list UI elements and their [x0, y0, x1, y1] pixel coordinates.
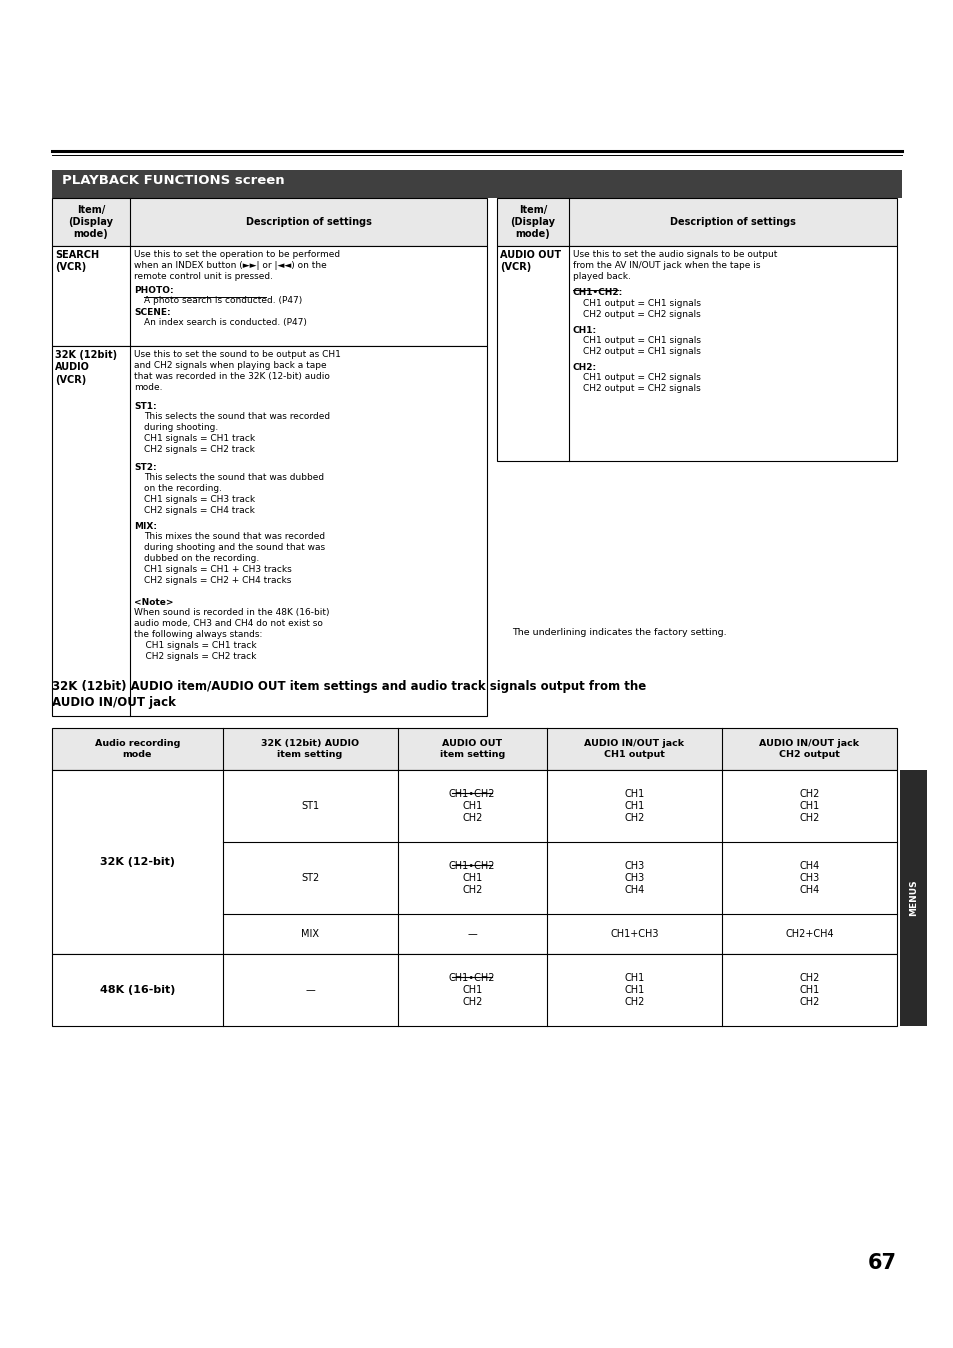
Text: AUDIO IN/OUT jack
CH1 output: AUDIO IN/OUT jack CH1 output: [583, 739, 683, 759]
Text: SEARCH
(VCR): SEARCH (VCR): [55, 249, 99, 272]
Text: 67: 67: [867, 1254, 896, 1273]
Text: CH2:: CH2:: [573, 363, 597, 372]
Text: Audio recording
mode: Audio recording mode: [94, 739, 180, 759]
Text: CH1:: CH1:: [573, 326, 597, 336]
Text: Description of settings: Description of settings: [245, 217, 371, 226]
Text: CH1+CH3: CH1+CH3: [610, 929, 658, 940]
Bar: [52, 346, 486, 716]
Bar: [52, 954, 896, 1026]
Bar: [52, 770, 896, 954]
Text: —: —: [305, 985, 314, 995]
Bar: [52, 245, 486, 346]
Text: —: —: [467, 929, 476, 940]
Text: An index search is conducted. (P47): An index search is conducted. (P47): [144, 318, 307, 328]
Text: Description of settings: Description of settings: [669, 217, 795, 226]
Text: A photo search is conducted. (P47): A photo search is conducted. (P47): [144, 297, 302, 305]
Bar: [52, 728, 896, 770]
Text: CH1•CH2:: CH1•CH2:: [573, 288, 622, 297]
Bar: [52, 198, 486, 245]
Bar: [52, 170, 901, 198]
Text: CH1•CH2
CH1
CH2: CH1•CH2 CH1 CH2: [449, 860, 495, 895]
Text: MIX: MIX: [301, 929, 318, 940]
Text: MENUS: MENUS: [908, 880, 917, 917]
Text: Use this to set the audio signals to be output
from the AV IN/OUT jack when the : Use this to set the audio signals to be …: [573, 249, 777, 282]
Text: AUDIO IN/OUT jack
CH2 output: AUDIO IN/OUT jack CH2 output: [759, 739, 859, 759]
Text: PLAYBACK FUNCTIONS screen: PLAYBACK FUNCTIONS screen: [62, 174, 284, 187]
Text: ST1: ST1: [301, 801, 319, 811]
Text: 32K (12bit)
AUDIO
(VCR): 32K (12bit) AUDIO (VCR): [55, 350, 117, 384]
Text: The underlining indicates the factory setting.: The underlining indicates the factory se…: [512, 628, 726, 638]
Text: CH2
CH1
CH2: CH2 CH1 CH2: [799, 973, 819, 1007]
Text: 48K (16-bit): 48K (16-bit): [99, 985, 174, 995]
Text: PHOTO:: PHOTO:: [133, 286, 173, 295]
Text: This selects the sound that was dubbed
on the recording.
CH1 signals = CH3 track: This selects the sound that was dubbed o…: [144, 473, 324, 515]
Text: CH1•CH2
CH1
CH2: CH1•CH2 CH1 CH2: [449, 973, 495, 1007]
Text: Item/
(Display
mode): Item/ (Display mode): [510, 205, 555, 240]
Text: Use this to set the operation to be performed
when an INDEX button (►►| or |◄◄) : Use this to set the operation to be perf…: [133, 249, 340, 282]
Bar: [497, 198, 896, 245]
Text: Use this to set the sound to be output as CH1
and CH2 signals when playing back : Use this to set the sound to be output a…: [133, 350, 340, 392]
Text: ST1:: ST1:: [133, 402, 156, 411]
Text: 32K (12-bit): 32K (12-bit): [100, 857, 174, 867]
Text: MIX:: MIX:: [133, 522, 157, 531]
Text: When sound is recorded in the 48K (16-bit)
audio mode, CH3 and CH4 do not exist : When sound is recorded in the 48K (16-bi…: [133, 608, 329, 662]
Text: CH1
CH1
CH2: CH1 CH1 CH2: [623, 973, 644, 1007]
Text: CH2
CH1
CH2: CH2 CH1 CH2: [799, 789, 819, 824]
Text: AUDIO OUT
(VCR): AUDIO OUT (VCR): [499, 249, 560, 272]
Text: SCENE:: SCENE:: [133, 307, 171, 317]
Text: CH3
CH3
CH4: CH3 CH3 CH4: [623, 860, 644, 895]
Text: AUDIO OUT
item setting: AUDIO OUT item setting: [439, 739, 504, 759]
Text: CH1 output = CH2 signals
CH2 output = CH2 signals: CH1 output = CH2 signals CH2 output = CH…: [582, 373, 700, 394]
Text: CH4
CH3
CH4: CH4 CH3 CH4: [799, 860, 819, 895]
Text: 32K (12bit) AUDIO
item setting: 32K (12bit) AUDIO item setting: [261, 739, 358, 759]
Text: CH2+CH4: CH2+CH4: [784, 929, 833, 940]
Text: CH1 output = CH1 signals
CH2 output = CH2 signals: CH1 output = CH1 signals CH2 output = CH…: [582, 299, 700, 319]
Text: This selects the sound that was recorded
during shooting.
CH1 signals = CH1 trac: This selects the sound that was recorded…: [144, 412, 330, 454]
Text: <Note>: <Note>: [133, 599, 173, 607]
Text: ST2: ST2: [300, 874, 319, 883]
Bar: [899, 770, 926, 1026]
Text: This mixes the sound that was recorded
during shooting and the sound that was
du: This mixes the sound that was recorded d…: [144, 532, 325, 585]
Text: CH1 output = CH1 signals
CH2 output = CH1 signals: CH1 output = CH1 signals CH2 output = CH…: [582, 336, 700, 356]
Text: Item/
(Display
mode): Item/ (Display mode): [69, 205, 113, 240]
Text: CH1
CH1
CH2: CH1 CH1 CH2: [623, 789, 644, 824]
Text: 32K (12bit) AUDIO item/AUDIO OUT item settings and audio track signals output fr: 32K (12bit) AUDIO item/AUDIO OUT item se…: [52, 679, 645, 709]
Text: CH1•CH2
CH1
CH2: CH1•CH2 CH1 CH2: [449, 789, 495, 824]
Bar: [497, 245, 896, 461]
Text: ST2:: ST2:: [133, 462, 156, 472]
